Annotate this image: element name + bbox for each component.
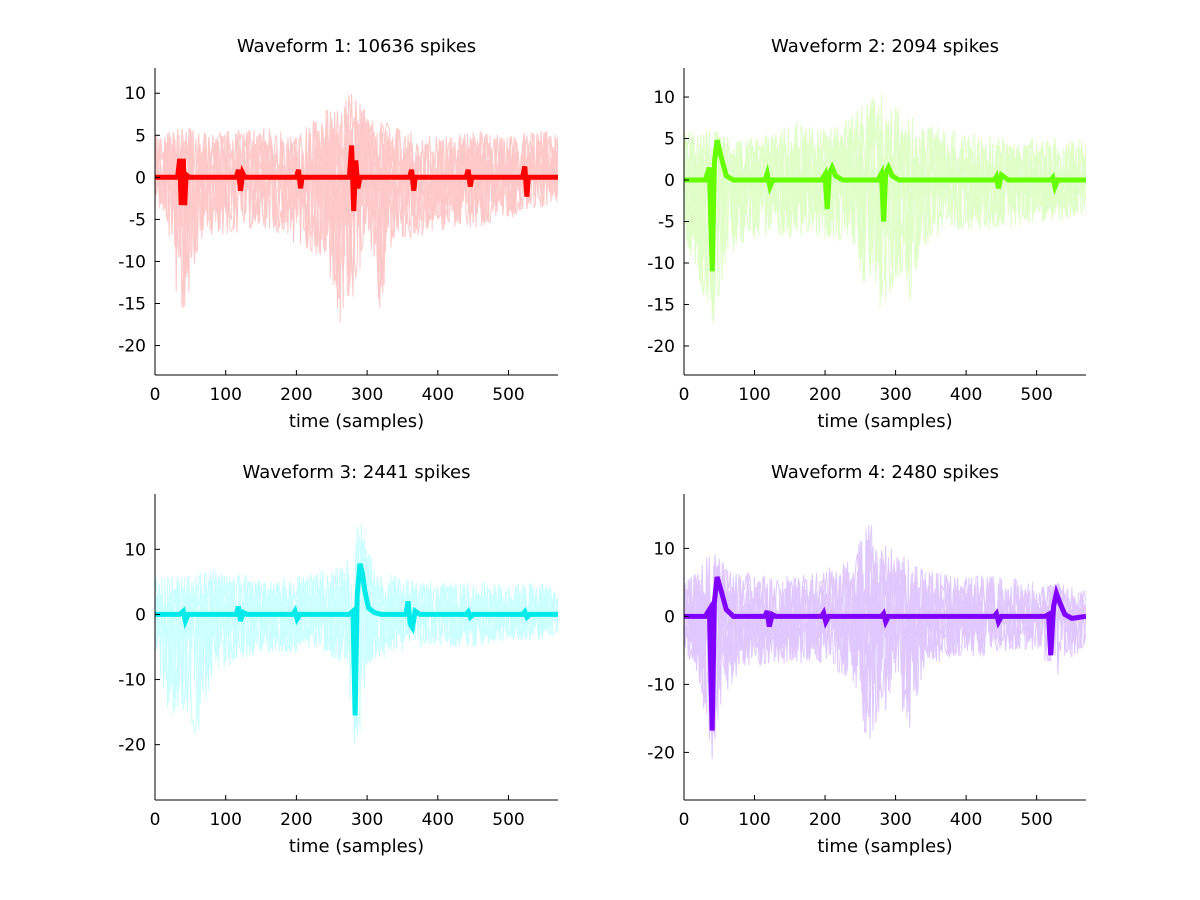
- subplot-1-title: Waveform 1: 10636 spikes: [237, 36, 476, 57]
- subplot-2: Waveform 2: 2094 spikes time (samples) 0…: [647, 36, 1086, 432]
- subplot-3-title: Waveform 3: 2441 spikes: [243, 462, 471, 483]
- subplot-4-xtick-label: 300: [879, 810, 911, 830]
- subplot-1-plot-area: [155, 93, 558, 323]
- subplot-1: Waveform 1: 10636 spikes time (samples) …: [118, 36, 558, 432]
- subplot-4-mean-waveform: [684, 576, 1086, 731]
- subplot-1-traces: [155, 93, 558, 323]
- subplot-4-traces: [684, 525, 1086, 760]
- subplot-1-xtick-label: 100: [209, 385, 241, 405]
- subplot-3-ytick-label: 0: [135, 605, 146, 625]
- subplot-1-xtick-label: 500: [492, 385, 524, 405]
- subplot-3-xtick-label: 100: [209, 810, 241, 830]
- subplot-1-ytick-label: -15: [118, 295, 146, 315]
- subplot-4-trace: [684, 539, 1086, 740]
- subplot-3-xtick-label: 0: [150, 810, 161, 830]
- subplot-3-xlabel: time (samples): [289, 836, 424, 857]
- subplot-1-xtick-label: 0: [150, 385, 161, 405]
- subplot-1-xlabel: time (samples): [289, 411, 424, 432]
- subplot-4-xtick-label: 100: [738, 810, 770, 830]
- subplot-3-trace: [155, 538, 558, 707]
- subplot-3-ytick-label: 10: [124, 540, 146, 560]
- subplot-2-xtick-label: 400: [950, 385, 982, 405]
- subplot-2-title: Waveform 2: 2094 spikes: [771, 36, 999, 57]
- subplot-2-ytick-label: -20: [647, 337, 675, 357]
- subplot-4-title: Waveform 4: 2480 spikes: [771, 462, 999, 483]
- subplot-3-xtick-label: 200: [280, 810, 312, 830]
- subplot-4-ytick-label: -10: [647, 675, 675, 695]
- subplot-4: Waveform 4: 2480 spikes time (samples) 0…: [647, 462, 1086, 857]
- subplot-4-xlabel: time (samples): [817, 836, 952, 857]
- subplot-1-ytick-label: -20: [118, 337, 146, 357]
- subplot-2-ytick-label: 5: [664, 130, 675, 150]
- subplot-4-xtick-label: 200: [809, 810, 841, 830]
- subplot-2-ytick-label: -5: [658, 213, 675, 233]
- subplot-2-ytick-label: -10: [647, 254, 675, 274]
- subplot-2-xtick-label: 200: [809, 385, 841, 405]
- subplot-3-mean-waveform: [155, 563, 558, 716]
- subplot-4-xtick-label: 0: [679, 810, 690, 830]
- subplot-3: Waveform 3: 2441 spikes time (samples) 0…: [118, 462, 558, 857]
- subplot-3-xtick-label: 300: [351, 810, 383, 830]
- subplot-1-xtick-label: 300: [351, 385, 383, 405]
- subplot-2-mean-waveform: [684, 139, 1086, 272]
- subplot-4-xtick-label: 400: [950, 810, 982, 830]
- subplot-2-xtick-label: 0: [679, 385, 690, 405]
- subplot-2-plot-area: [684, 94, 1086, 325]
- subplot-1-xtick-label: 200: [280, 385, 312, 405]
- subplot-3-plot-area: [155, 523, 558, 744]
- subplot-2-ytick-label: 0: [664, 171, 675, 191]
- subplot-4-plot-area: [684, 525, 1086, 760]
- subplot-4-ytick-label: -20: [647, 743, 675, 763]
- subplot-1-ytick-label: 10: [124, 84, 146, 104]
- subplot-2-ytick-label: 10: [653, 88, 675, 108]
- subplot-1-ytick-label: -5: [129, 210, 146, 230]
- subplot-2-xlabel: time (samples): [817, 411, 952, 432]
- subplot-1-xtick-label: 400: [422, 385, 454, 405]
- subplot-3-ytick-label: -10: [118, 671, 146, 691]
- subplot-2-xtick-label: 300: [879, 385, 911, 405]
- subplot-2-ytick-label: -15: [647, 295, 675, 315]
- subplot-3-xtick-label: 500: [492, 810, 524, 830]
- subplot-1-ytick-label: 0: [135, 168, 146, 188]
- subplot-4-ytick-label: 0: [664, 607, 675, 627]
- subplot-4-xtick-label: 500: [1020, 810, 1052, 830]
- subplot-4-ytick-label: 10: [653, 539, 675, 559]
- subplot-1-ytick-label: -10: [118, 252, 146, 272]
- subplot-1-mean-waveform: [155, 145, 558, 212]
- subplot-2-xtick-label: 500: [1020, 385, 1052, 405]
- subplot-2-xtick-label: 100: [738, 385, 770, 405]
- subplot-1-ytick-label: 5: [135, 126, 146, 146]
- subplot-3-xtick-label: 400: [422, 810, 454, 830]
- subplot-3-ytick-label: -20: [118, 736, 146, 756]
